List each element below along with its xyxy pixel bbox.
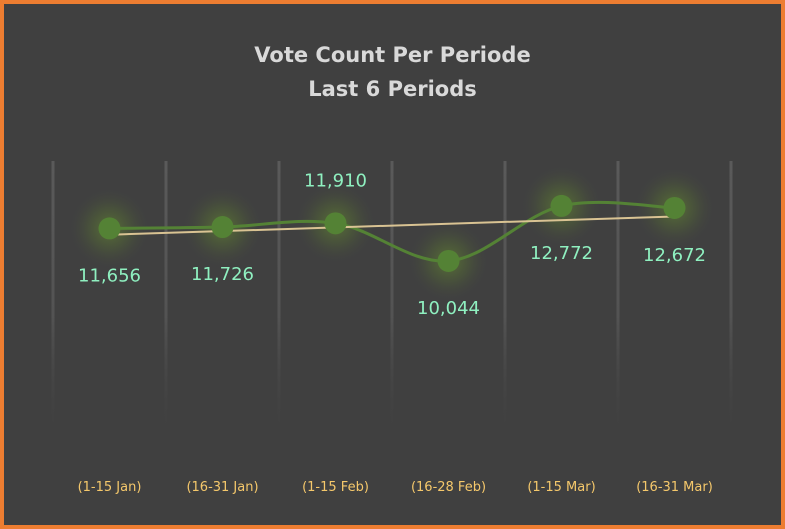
gridlines [51, 161, 733, 445]
x-axis-label: (16-31 Jan) [186, 480, 258, 495]
data-label: 12,772 [530, 243, 593, 264]
data-label: 11,726 [191, 264, 254, 285]
x-axis-label: (1-15 Mar) [527, 480, 595, 495]
chart-title-block: Vote Count Per Periode Last 6 Periods [0, 38, 785, 106]
x-axis-label: (1-15 Feb) [302, 480, 369, 495]
x-axis-label: (16-28 Feb) [411, 480, 486, 495]
data-label: 10,044 [417, 298, 480, 319]
gridline [164, 161, 168, 445]
data-point [211, 216, 234, 239]
gridline [277, 161, 281, 445]
data-point [663, 196, 686, 219]
data-label: 12,672 [643, 245, 706, 266]
x-axis-label: (1-15 Jan) [78, 480, 142, 495]
markers [98, 194, 686, 272]
x-axis-label: (16-31 Mar) [636, 480, 713, 495]
data-point [98, 217, 121, 240]
data-labels: 11,656 11,726 11,910 10,044 12,772 12,672 [78, 170, 706, 319]
gridline [503, 161, 507, 445]
gridline [51, 161, 55, 445]
data-label: 11,656 [78, 265, 141, 286]
gridline [616, 161, 620, 445]
gridline [729, 161, 733, 445]
data-point [437, 249, 460, 272]
gridline [390, 161, 394, 445]
chart-title: Vote Count Per Periode [254, 43, 531, 67]
chart-subtitle: Last 6 Periods [308, 77, 477, 101]
trendline [109, 215, 675, 236]
data-point [324, 212, 347, 235]
data-point [550, 194, 573, 217]
x-axis-labels: (1-15 Jan) (16-31 Jan) (1-15 Feb) (16-28 Fe… [78, 480, 713, 495]
data-label: 11,910 [304, 170, 367, 191]
